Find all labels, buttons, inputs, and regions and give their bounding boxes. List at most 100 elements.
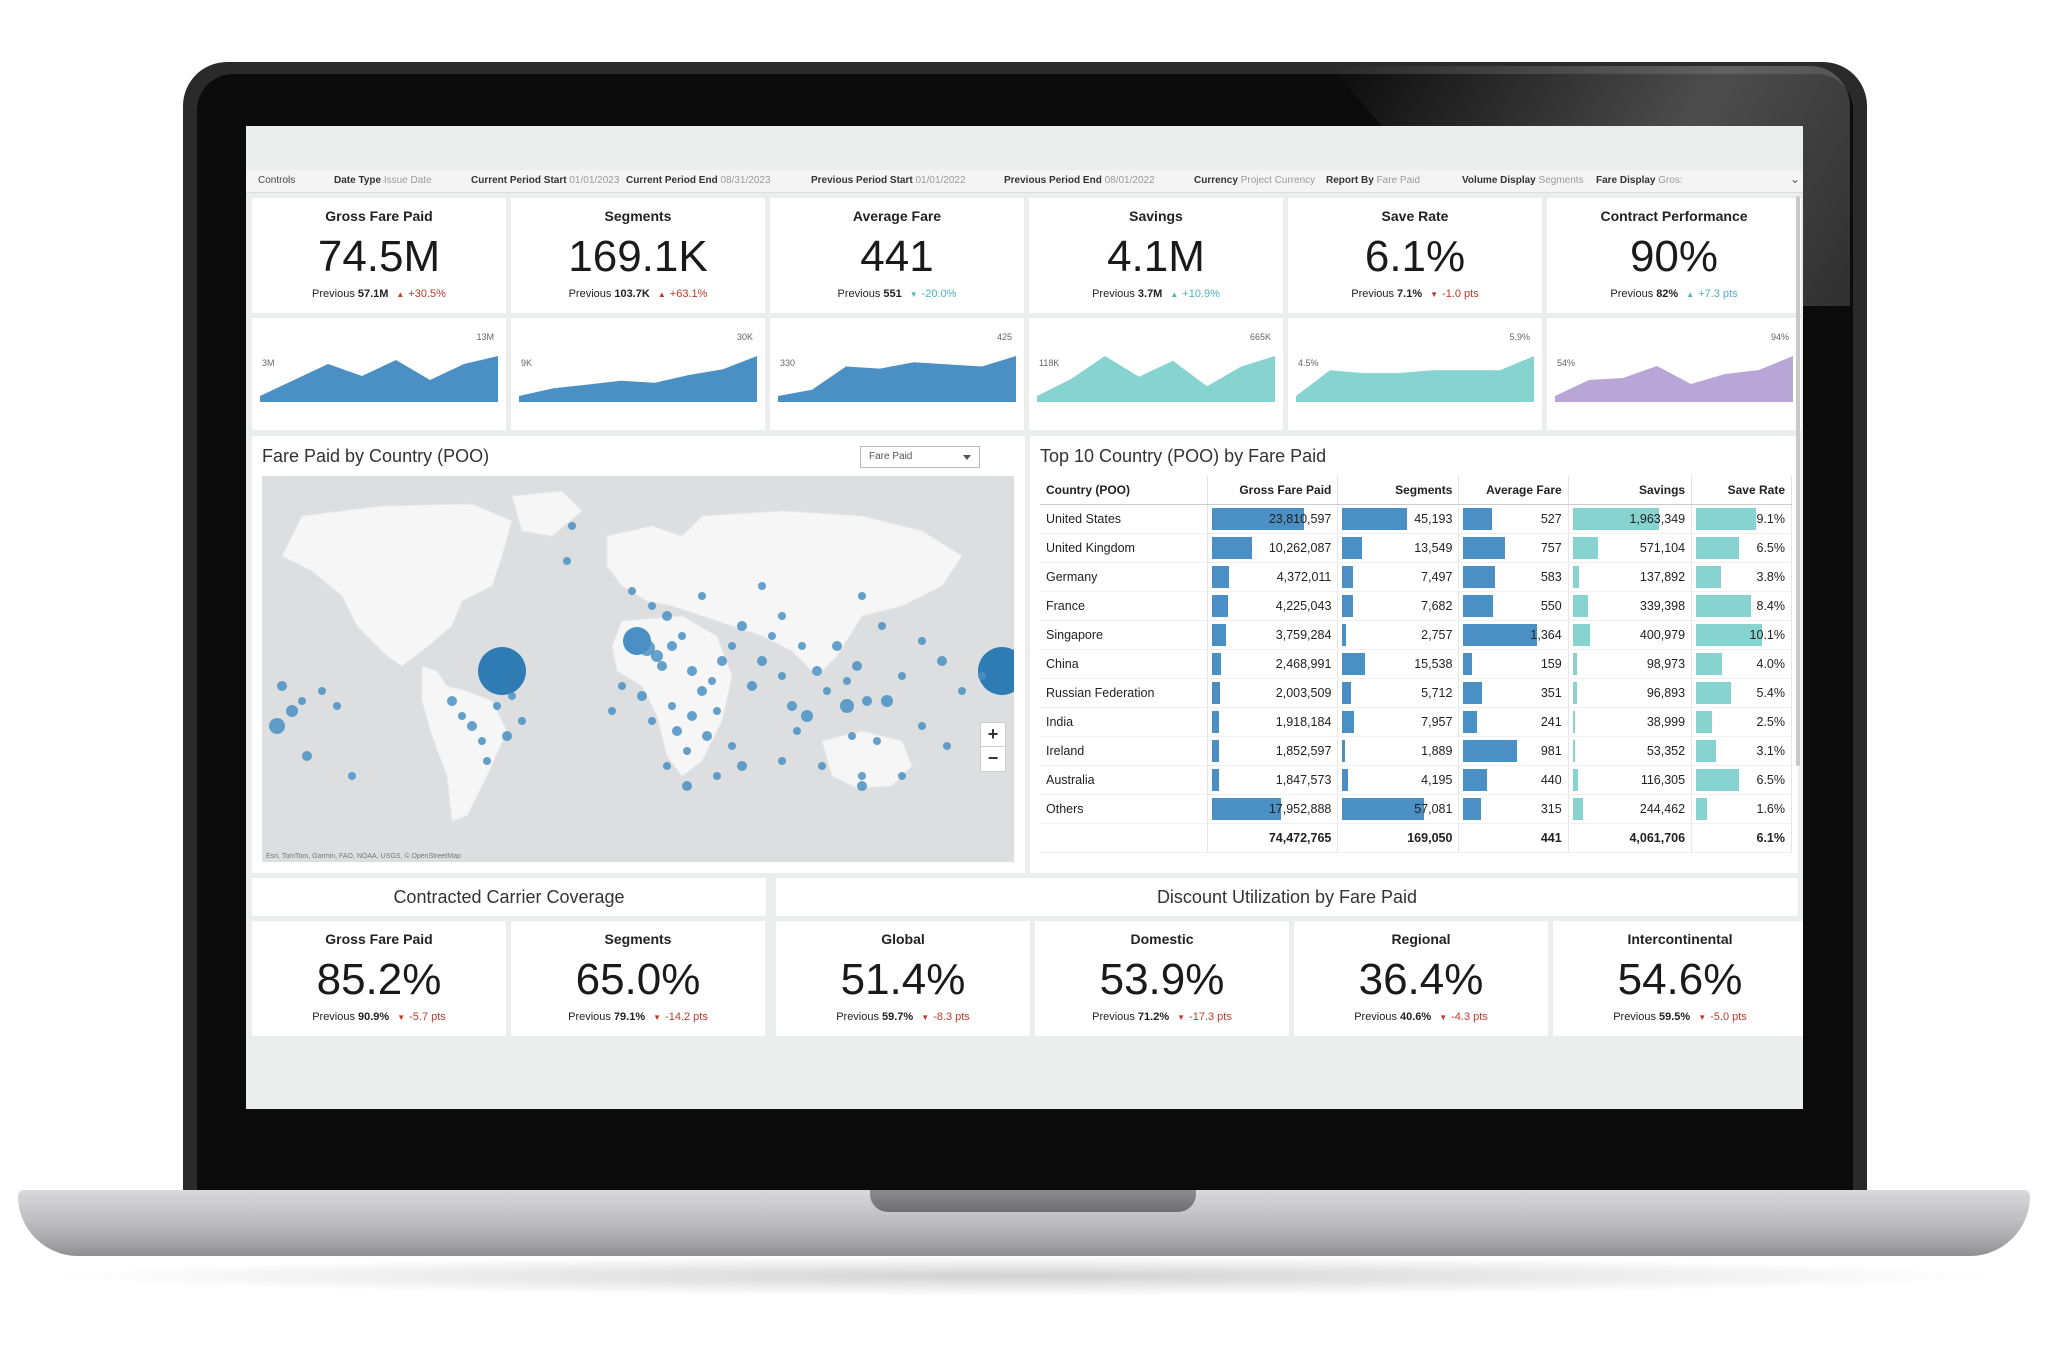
map-bubble[interactable] (958, 687, 966, 695)
map-bubble[interactable] (286, 705, 298, 717)
map-bubble[interactable] (918, 637, 926, 645)
map-bubble[interactable] (768, 632, 776, 640)
map-bubble[interactable] (478, 737, 486, 745)
map-bubble[interactable] (467, 721, 477, 731)
map-bubble[interactable] (737, 621, 747, 631)
zoom-out-button[interactable]: − (980, 746, 1006, 772)
map-bubble[interactable] (823, 687, 831, 695)
map-bubble[interactable] (502, 731, 512, 741)
map-bubble[interactable] (608, 707, 616, 715)
control-7[interactable]: Volume Display Segments (1462, 175, 1584, 186)
map-bubble[interactable] (683, 747, 691, 755)
map-bubble[interactable] (898, 672, 906, 680)
control-4[interactable]: Previous Period End 08/01/2022 (1004, 175, 1155, 186)
map-bubble[interactable] (668, 702, 676, 710)
table-row[interactable]: India 1,918,184 7,957 241 38,999 2.5% (1040, 707, 1792, 737)
table-row[interactable]: Germany 4,372,011 7,497 583 137,892 3.8% (1040, 562, 1792, 592)
map-bubble[interactable] (978, 647, 1014, 695)
map-bubble[interactable] (747, 681, 757, 691)
map-bubble[interactable] (651, 650, 663, 662)
map-bubble[interactable] (568, 522, 576, 530)
map-bubble[interactable] (852, 661, 862, 671)
map-bubble[interactable] (667, 641, 677, 651)
control-6[interactable]: Report By Fare Paid (1326, 175, 1420, 186)
map-bubble[interactable] (812, 666, 822, 676)
map-bubble[interactable] (508, 692, 516, 700)
map-bubble[interactable] (563, 557, 571, 565)
map-bubble[interactable] (708, 677, 716, 685)
map-bubble[interactable] (648, 602, 656, 610)
map-bubble[interactable] (493, 702, 501, 710)
map-bubble[interactable] (758, 582, 766, 590)
map-bubble[interactable] (818, 762, 826, 770)
map-bubble[interactable] (858, 772, 866, 780)
column-header[interactable]: Average Fare (1458, 476, 1569, 505)
map-bubble[interactable] (628, 587, 636, 595)
map-bubble[interactable] (648, 717, 656, 725)
table-row[interactable]: Others 17,952,888 57,081 315 244,462 1.6% (1040, 794, 1792, 824)
map-bubble[interactable] (637, 691, 647, 701)
map-bubble[interactable] (937, 656, 947, 666)
map-bubble[interactable] (840, 699, 854, 713)
map-bubble[interactable] (881, 695, 893, 707)
map-bubble[interactable] (478, 647, 526, 695)
table-row[interactable]: Australia 1,847,573 4,195 440 116,305 6.5% (1040, 765, 1792, 795)
map-bubble[interactable] (333, 702, 341, 710)
map-bubble[interactable] (848, 732, 856, 740)
map-bubble[interactable] (302, 751, 312, 761)
table-row[interactable]: United Kingdom 10,262,087 13,549 757 571,104… (1040, 533, 1792, 563)
control-5[interactable]: Currency Project Currency (1194, 175, 1315, 186)
control-8[interactable]: Fare Display Gros: (1596, 175, 1683, 186)
fare-paid-dropdown[interactable]: Fare Paid (860, 446, 980, 468)
map-bubble[interactable] (778, 612, 786, 620)
map-bubble[interactable] (858, 592, 866, 600)
map-bubble[interactable] (778, 672, 786, 680)
map-bubble[interactable] (618, 682, 626, 690)
map-bubble[interactable] (843, 677, 851, 685)
map-bubble[interactable] (943, 742, 951, 750)
map-bubble[interactable] (728, 642, 736, 650)
map-bubble[interactable] (348, 772, 356, 780)
map-bubble[interactable] (801, 710, 813, 722)
map-bubble[interactable] (687, 711, 697, 721)
table-row[interactable]: Singapore 3,759,284 2,757 1,364 400,979 10.1% (1040, 620, 1792, 650)
map-bubble[interactable] (698, 592, 706, 600)
scrollbar[interactable] (1796, 196, 1800, 766)
map-bubble[interactable] (862, 696, 872, 706)
map-bubble[interactable] (702, 731, 712, 741)
map-bubble[interactable] (678, 632, 686, 640)
control-1[interactable]: Current Period Start 01/01/2023 (471, 175, 619, 186)
map-bubble[interactable] (793, 727, 801, 735)
column-header[interactable]: Country (POO) (1040, 476, 1208, 505)
control-2[interactable]: Current Period End 08/31/2023 (626, 175, 771, 186)
table-row[interactable]: China 2,468,991 15,538 159 98,973 4.0% (1040, 649, 1792, 679)
table-row[interactable]: France 4,225,043 7,682 550 339,398 8.4% (1040, 591, 1792, 621)
map-bubble[interactable] (717, 656, 727, 666)
map-bubble[interactable] (697, 686, 707, 696)
column-header[interactable]: Savings (1568, 476, 1693, 505)
map-bubble[interactable] (757, 656, 767, 666)
map-bubble[interactable] (518, 717, 526, 725)
map-bubble[interactable] (778, 757, 786, 765)
map-bubble[interactable] (832, 641, 842, 651)
map-bubble[interactable] (663, 762, 671, 770)
map-bubble[interactable] (978, 672, 986, 680)
map-bubble[interactable] (662, 611, 672, 621)
map-bubble[interactable] (277, 681, 287, 691)
map-bubble[interactable] (639, 640, 655, 656)
map-bubble[interactable] (898, 772, 906, 780)
table-row[interactable]: United States 23,810,597 45,193 527 1,963,34… (1040, 504, 1792, 534)
map-bubble[interactable] (298, 697, 306, 705)
map-bubble[interactable] (713, 772, 721, 780)
map-bubble[interactable] (318, 687, 326, 695)
map-bubble[interactable] (918, 722, 926, 730)
control-0[interactable]: Date Type Issue Date (334, 175, 432, 186)
map-bubble[interactable] (672, 726, 682, 736)
column-header[interactable]: Segments (1337, 476, 1460, 505)
map-bubble[interactable] (269, 718, 285, 734)
map-bubble[interactable] (878, 622, 886, 630)
map-bubble[interactable] (713, 707, 721, 715)
map-bubble[interactable] (657, 661, 667, 671)
map-bubble[interactable] (447, 696, 457, 706)
chevron-down-icon[interactable]: ⌄ (1790, 172, 1801, 186)
